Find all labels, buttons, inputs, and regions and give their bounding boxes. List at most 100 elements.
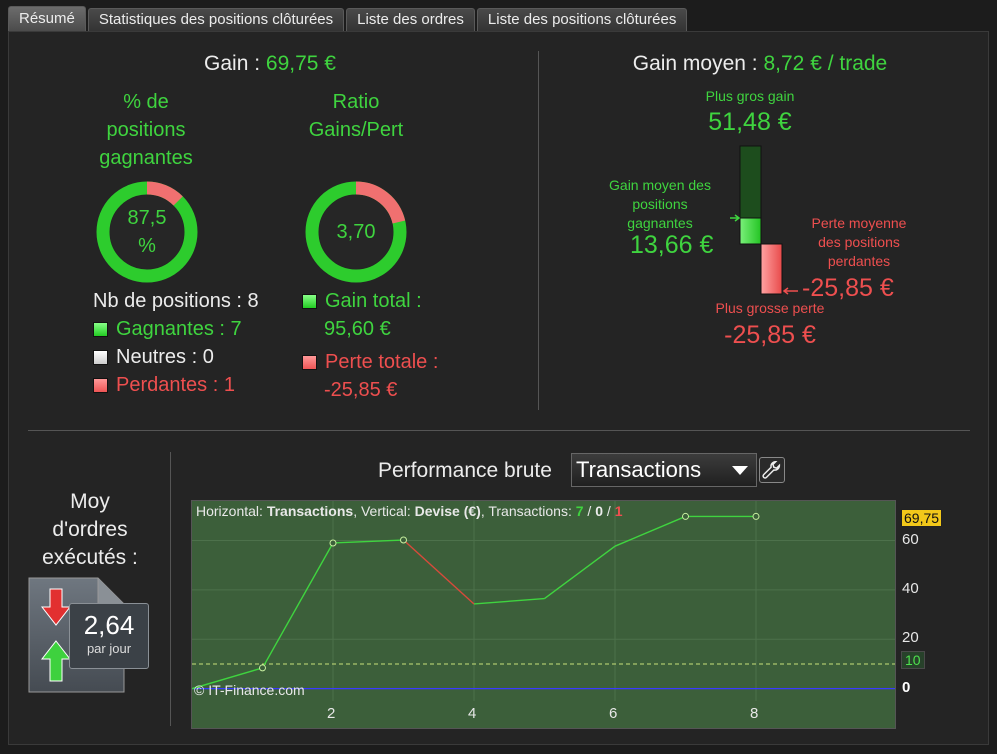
avg-gain-bar [739, 217, 762, 245]
perdantes-text: Perdantes : 1 [116, 374, 235, 396]
series-segment-6 [614, 515, 686, 547]
data-point-8 [752, 512, 760, 520]
orders-unit: par jour [86, 641, 132, 656]
y-tick-label-20: 20 [902, 629, 919, 647]
pct-value-number: 87,5 [127, 207, 167, 229]
chevron-down-icon[interactable] [724, 454, 756, 486]
wrench-icon [762, 460, 781, 479]
series-segment-2 [332, 539, 404, 544]
plus-gros-gain-label: Plus gros gain [705, 88, 795, 104]
orders-value: 2,64 [83, 610, 135, 640]
tab-liste-positions[interactable]: Liste des positions clôturées [476, 8, 688, 32]
legend-neutral-count: 0 [595, 503, 604, 519]
avg-gain-arrow-icon [730, 214, 741, 222]
data-point-3 [400, 536, 407, 544]
tab-liste-ordres[interactable]: Liste des ordres [346, 8, 475, 32]
ratio-donut-loss [305, 181, 407, 283]
performance-chart: Horizontal: Transactions, Vertical: Devi… [191, 500, 896, 729]
ratio-value: 3,70 [336, 221, 376, 243]
pct-label-line3: gagnantes [99, 147, 193, 169]
up-arrow-icon [40, 640, 72, 682]
gain-total-swatch-icon [302, 294, 317, 309]
gain-header: Gain : 69,75 € [0, 52, 540, 76]
pct-donut-center [110, 195, 184, 269]
series-segment-0 [192, 667, 263, 690]
gain-value: 69,75 € [265, 52, 336, 75]
gain-loss-bar [730, 145, 798, 295]
perte-totale-value: -25,85 € [324, 379, 398, 401]
x-tick-label-4: 4 [468, 705, 477, 722]
pm-line3: perdantes [827, 253, 891, 269]
divider-vertical-bottom [170, 452, 171, 726]
perdantes-swatch-icon [93, 378, 108, 393]
gain-total-label: Gain total : [325, 290, 422, 312]
legend-sep-1: / [583, 503, 596, 519]
legend-sep-2: / [603, 503, 615, 519]
gain-label: Gain : [204, 52, 261, 75]
pct-donut-loss [96, 181, 198, 283]
neutres-text: Neutres : 0 [116, 346, 214, 368]
tab-bar: Résumé Statistiques des positions clôtur… [8, 6, 689, 32]
legend-horizontal-value: Transactions [266, 503, 354, 519]
pct-winning-donut [96, 181, 198, 283]
x-tick-label-6: 6 [609, 705, 618, 722]
orders-label-line2: d'ordres [52, 518, 128, 541]
orders-label-line1: Moy [70, 490, 110, 513]
gmp-line3: gagnantes [627, 215, 693, 231]
performance-title: Performance brute [378, 459, 552, 482]
gagnantes-swatch-icon [93, 322, 108, 337]
ratio-label-line2: Gains/Pert [308, 119, 404, 141]
series-segment-3 [403, 539, 475, 605]
legend-win-count: 7 [575, 503, 584, 519]
plus-grosse-perte-value: -25,85 € [724, 321, 816, 349]
chart-copyright: © IT-Finance.com [194, 682, 305, 698]
ratio-label: Ratio Gains/Pert [300, 88, 412, 144]
data-point-2 [329, 539, 337, 547]
perte-moyenne-value: -25,85 € [802, 274, 894, 302]
settings-wrench-button[interactable] [759, 457, 785, 483]
performance-select[interactable]: Transactions [571, 453, 757, 487]
orders-label-line3: exécutés : [42, 546, 138, 569]
gagnantes-text: Gagnantes : 7 [116, 318, 242, 340]
gmp-line2: positions [632, 196, 688, 212]
count-perdantes: Perdantes : 1 [93, 374, 235, 397]
series-segment-1 [261, 542, 334, 669]
gain-moyen-value: 8,72 € / trade [763, 52, 888, 75]
pm-line2: des positions [818, 234, 900, 250]
last-value-badge: 69,75 [901, 509, 943, 527]
count-neutres: Neutres : 0 [93, 346, 214, 369]
chart-plot [192, 501, 895, 701]
pct-value-sign: % [138, 235, 156, 257]
data-point-1 [259, 664, 266, 672]
divider-vertical-top [538, 51, 539, 410]
perte-totale-label: Perte totale : [325, 351, 439, 373]
ratio-label-line1: Ratio [332, 91, 380, 113]
orders-label: Moy d'ordres exécutés : [20, 488, 160, 572]
legend-loss-count: 1 [614, 503, 623, 519]
gain-total: Gain total : [302, 290, 422, 313]
neutres-swatch-icon [93, 350, 108, 365]
y-tick-label-0: 0 [902, 678, 911, 696]
x-tick-label-8: 8 [750, 705, 759, 722]
tab-statistiques[interactable]: Statistiques des positions clôturées [87, 8, 345, 32]
ratio-donut-center [319, 195, 393, 269]
gain-moyen-header: Gain moyen : 8,72 € / trade [540, 52, 980, 76]
y-tick-label-40: 40 [902, 579, 919, 597]
perte-totale-swatch-icon [302, 355, 317, 370]
plus-grosse-perte-label: Plus grosse perte [715, 300, 825, 316]
avg-loss-arrow-icon [782, 287, 798, 295]
pct-winning-label: % de positions gagnantes [86, 88, 206, 172]
y-tick-label-60: 60 [902, 530, 919, 548]
nb-positions: Nb de positions : 8 [93, 290, 259, 312]
perte-totale: Perte totale : [302, 351, 438, 374]
series-segment-5 [544, 545, 616, 600]
tab-resume[interactable]: Résumé [8, 6, 86, 32]
threshold-badge: 10 [901, 651, 925, 669]
series-segment-4 [473, 597, 545, 605]
x-tick-label-2: 2 [327, 705, 336, 722]
down-arrow-icon [40, 588, 72, 626]
legend-transactions-label: , Transactions: [480, 503, 576, 519]
divider-horizontal [28, 430, 970, 431]
perte-moyenne-label: Perte moyenne des positions perdantes [798, 214, 920, 271]
orders-badge: 2,64 par jour [69, 603, 149, 669]
